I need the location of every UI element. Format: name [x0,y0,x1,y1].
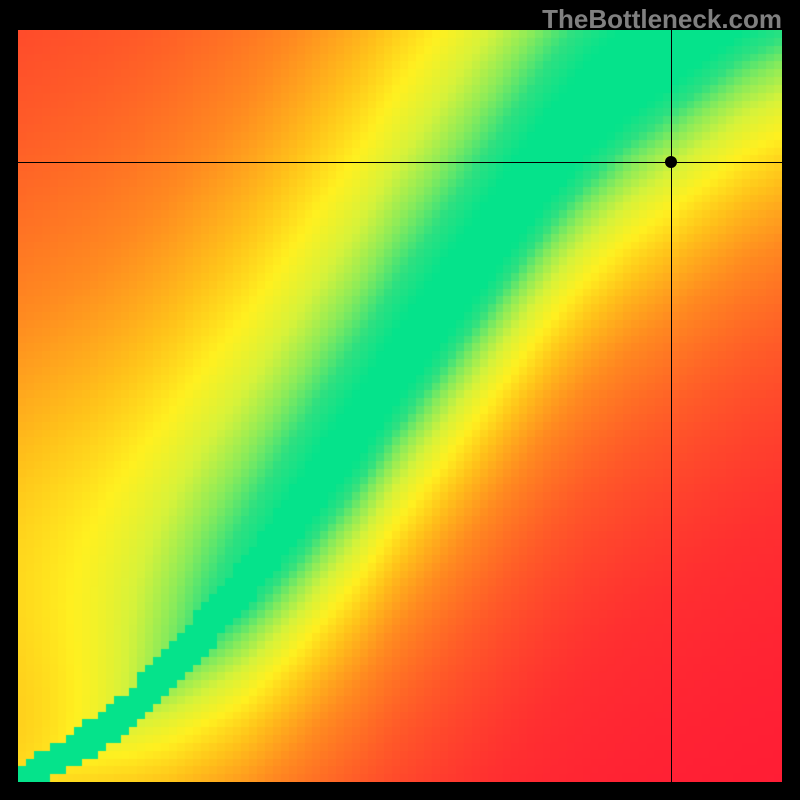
heatmap-canvas [18,30,782,782]
crosshair-marker[interactable] [665,156,677,168]
chart-container: { "watermark_text": "TheBottleneck.com",… [0,0,800,800]
watermark-text: TheBottleneck.com [542,4,782,35]
crosshair-vertical [671,30,672,782]
heatmap-plot [18,30,782,782]
